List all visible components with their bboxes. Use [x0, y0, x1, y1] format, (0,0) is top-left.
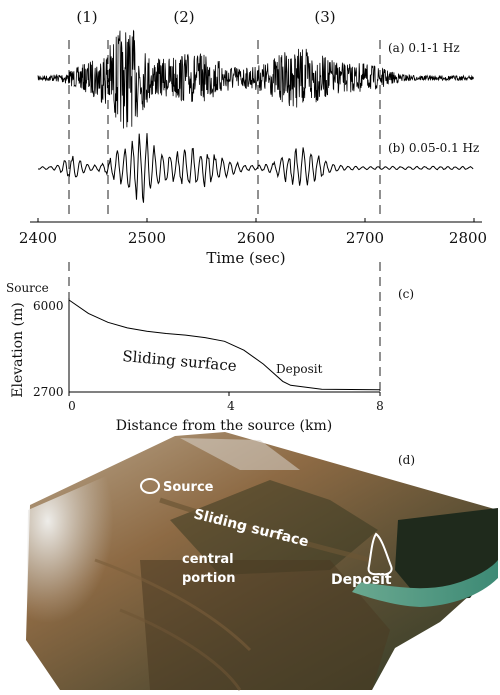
- time-tick-label: 2700: [346, 229, 384, 247]
- time-axis-title: Time (sec): [206, 249, 285, 267]
- terrain-gully: [159, 497, 371, 563]
- time-axis-ticks: [37, 218, 475, 222]
- terrain-snow-top: [180, 438, 300, 470]
- terrain-gully: [119, 608, 242, 691]
- deposit-annotation: Deposit: [276, 362, 323, 376]
- map-central-label: central: [182, 552, 234, 567]
- distance-tick-label: 8: [376, 399, 384, 413]
- panel-d-label: (d): [398, 453, 415, 467]
- time-tick-label: 2500: [128, 229, 166, 247]
- phase-label-1: (1): [76, 8, 97, 26]
- elevation-axis-title: Elevation (m): [10, 302, 26, 397]
- time-tick-label: 2800: [449, 229, 487, 247]
- trace-b-label: (b) 0.05-0.1 Hz: [388, 141, 479, 155]
- map-portion-label: portion: [182, 571, 236, 586]
- time-tick-label: 2600: [237, 229, 275, 247]
- distance-tick-label: 0: [68, 399, 76, 413]
- terrain-right-ridge: [395, 508, 498, 600]
- profile-panel: (c) Source Elevation (m) 6000 2700 0 4 8…: [6, 281, 414, 434]
- time-tick-label: 2400: [19, 229, 57, 247]
- elevation-tick-label: 6000: [33, 299, 64, 313]
- source-marker-ellipse: [140, 478, 160, 494]
- distance-axis-title: Distance from the source (km): [116, 418, 332, 434]
- deposit-outline: [367, 532, 393, 576]
- terrain-panel: (d) Source Sliding surface central porti…: [26, 432, 498, 691]
- map-source-label: Source: [163, 480, 214, 495]
- phase-label-3: (3): [314, 8, 335, 26]
- phase-label-2: (2): [173, 8, 194, 26]
- seismogram-panel: (1) (2) (3) (a) 0.1-1 Hz (b) 0.05-0.1 Hz…: [19, 8, 487, 392]
- sliding-surface-profile: [68, 299, 381, 391]
- panel-c-label: (c): [398, 287, 414, 301]
- terrain-snow-left: [26, 470, 135, 640]
- river: [352, 560, 498, 607]
- map-deposit-label: Deposit: [331, 572, 392, 588]
- terrain-dark-slope: [140, 560, 390, 690]
- distance-tick-label: 4: [227, 399, 235, 413]
- trace-a-label: (a) 0.1-1 Hz: [388, 41, 460, 55]
- source-label: Source: [6, 281, 49, 295]
- trace-b-lowfreq: [38, 133, 474, 203]
- trace-a-highfreq: [37, 29, 475, 129]
- sliding-surface-annotation: Sliding surface: [122, 347, 238, 375]
- elevation-tick-label: 2700: [33, 385, 64, 399]
- terrain-gully: [94, 558, 252, 652]
